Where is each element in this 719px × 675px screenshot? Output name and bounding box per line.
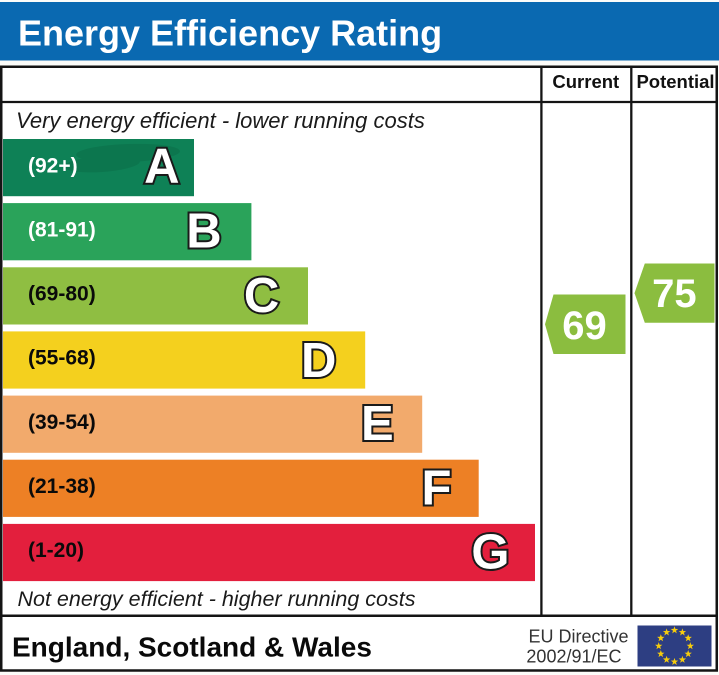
svg-text:Very energy efficient - lower: Very energy efficient - lower running co… <box>16 108 425 133</box>
svg-text:England, Scotland & Wales: England, Scotland & Wales <box>12 632 372 663</box>
svg-text:Potential: Potential <box>636 71 714 92</box>
svg-text:Energy Efficiency Rating: Energy Efficiency Rating <box>18 13 442 54</box>
svg-text:69: 69 <box>562 304 607 348</box>
svg-text:(21-38): (21-38) <box>28 475 96 498</box>
svg-text:75: 75 <box>652 272 697 316</box>
svg-text:(81-91): (81-91) <box>28 218 96 241</box>
svg-text:(1-20): (1-20) <box>28 539 84 562</box>
svg-text:2002/91/EC: 2002/91/EC <box>526 647 621 667</box>
svg-text:Not energy efficient - higher: Not energy efficient - higher running co… <box>18 587 416 611</box>
svg-text:A: A <box>144 139 179 193</box>
svg-text:(92+): (92+) <box>28 154 78 177</box>
svg-text:(55-68): (55-68) <box>28 347 96 370</box>
svg-text:F: F <box>422 461 452 515</box>
svg-text:C: C <box>244 269 279 323</box>
svg-text:G: G <box>471 526 509 580</box>
svg-text:E: E <box>361 397 394 451</box>
svg-text:B: B <box>186 205 221 259</box>
svg-text:(39-54): (39-54) <box>28 411 96 434</box>
svg-text:(69-80): (69-80) <box>28 283 96 306</box>
svg-text:Current: Current <box>552 71 619 92</box>
svg-text:D: D <box>301 334 336 388</box>
svg-text:EU Directive: EU Directive <box>528 627 628 647</box>
